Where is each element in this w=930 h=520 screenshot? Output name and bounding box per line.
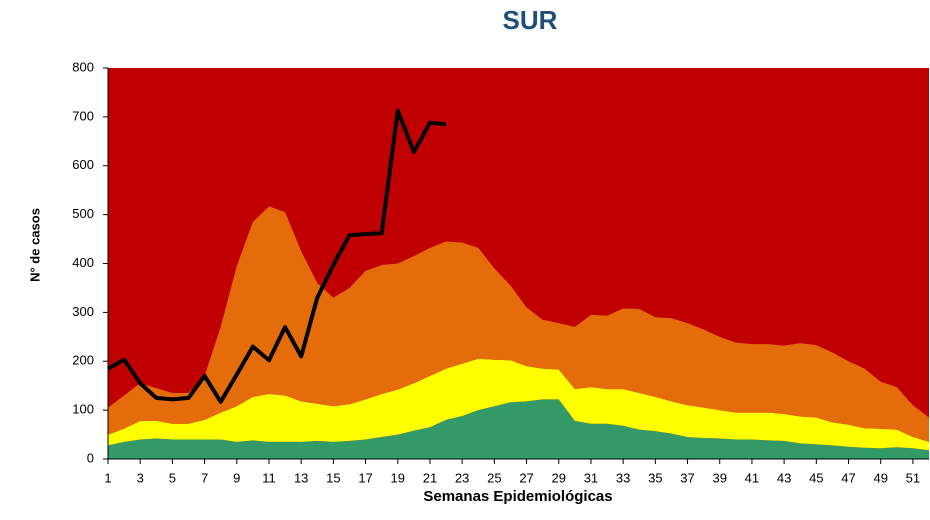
x-tick-label: 7 [201, 470, 208, 485]
x-tick-label: 1 [104, 470, 111, 485]
y-tick-label: 400 [72, 255, 94, 270]
x-tick-label: 9 [233, 470, 240, 485]
x-tick-label: 45 [809, 470, 823, 485]
y-tick-label: 600 [72, 157, 94, 172]
x-tick-label: 27 [519, 470, 533, 485]
x-tick-label: 35 [648, 470, 662, 485]
y-tick-label: 200 [72, 353, 94, 368]
area [108, 206, 929, 442]
y-tick-label: 100 [72, 402, 94, 417]
x-tick-label: 49 [873, 470, 887, 485]
x-tick-label: 23 [455, 470, 469, 485]
area [108, 358, 929, 451]
x-tick-label: 3 [137, 470, 144, 485]
y-tick-label: 500 [72, 206, 94, 221]
x-tick-label: 37 [680, 470, 694, 485]
y-axis-label: N° de casos [27, 208, 42, 282]
x-tick-label: 13 [294, 470, 308, 485]
x-tick-label: 17 [358, 470, 372, 485]
x-tick-label: 33 [616, 470, 630, 485]
y-tick-label: 300 [72, 304, 94, 319]
x-tick-label: 31 [584, 470, 598, 485]
line [107, 108, 447, 404]
x-tick-label: 15 [326, 470, 340, 485]
x-tick-label: 51 [906, 470, 920, 485]
x-tick-label: 43 [777, 470, 791, 485]
y-tick-label: 800 [72, 59, 94, 74]
x-tick-label: 29 [552, 470, 566, 485]
chart-title: SUR [503, 5, 558, 35]
x-tick-label: 47 [841, 470, 855, 485]
x-tick-label: 25 [487, 470, 501, 485]
x-tick-label: 21 [423, 470, 437, 485]
x-tick-label: 41 [745, 470, 759, 485]
x-tick-label: 19 [391, 470, 405, 485]
area [108, 399, 929, 459]
y-tick-label: 700 [72, 108, 94, 123]
x-tick-label: 39 [712, 470, 726, 485]
x-axis-label: Semanas Epidemiológicas [423, 488, 612, 505]
y-tick-label: 0 [87, 450, 94, 465]
x-tick-label: 11 [262, 470, 276, 485]
x-tick-label: 5 [169, 470, 176, 485]
